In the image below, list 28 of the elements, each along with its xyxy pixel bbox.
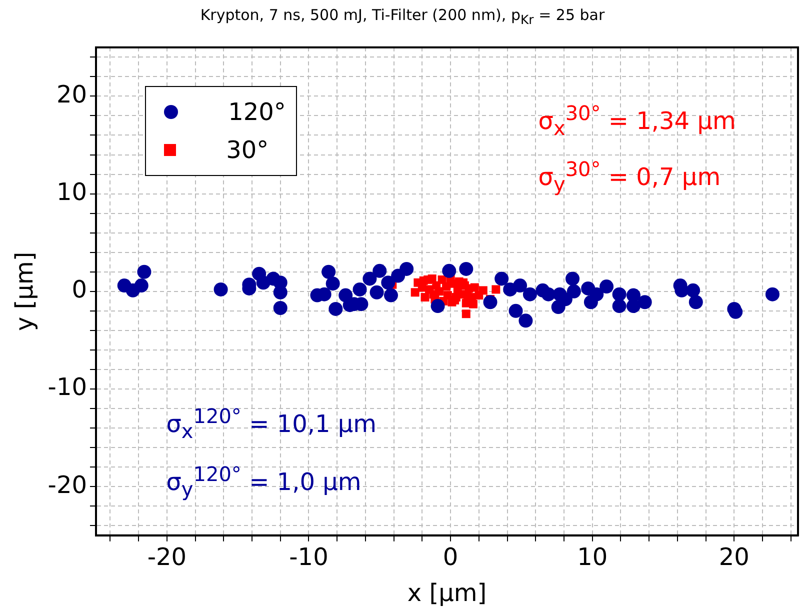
legend-label: 120° <box>228 98 286 126</box>
x-tick-label: -10 <box>289 543 328 572</box>
x-tick-label: 10 <box>577 543 608 572</box>
legend-label: 30° <box>226 136 269 164</box>
point <box>492 285 500 294</box>
point <box>410 288 420 297</box>
annotation: σ$_{x}$$^{120°}$ = 10,1 µm <box>166 404 377 442</box>
point <box>428 274 436 283</box>
x-tick-label: 20 <box>718 543 750 572</box>
y-tick-label: -20 <box>48 470 87 499</box>
point <box>478 286 488 295</box>
y-tick-label: 0 <box>72 276 87 304</box>
x-tick-label: 0 <box>442 543 458 572</box>
x-axis-title: x [µm] <box>407 578 487 607</box>
chart-title: Krypton, 7 ns, 500 mJ, Ti-Filter (200 nm), p$_{Kr}$ = 25 bar <box>199 6 606 27</box>
point <box>470 283 479 292</box>
point <box>420 293 430 302</box>
point <box>419 276 428 285</box>
y-tick-label: -10 <box>48 373 87 402</box>
y-tick-label: 20 <box>56 80 87 108</box>
annotation: σ$_{y}$$^{30°}$ = 0,7 µm <box>538 157 721 196</box>
y-tick-label: 10 <box>56 178 87 206</box>
point <box>462 310 470 318</box>
annotation: σ$_{x}$$^{30°}$ = 1,34 µm <box>538 101 736 140</box>
point <box>468 300 478 308</box>
y-axis-title: y [µm] <box>10 252 39 332</box>
annotation: σ$_{y}$$^{120°}$ = 1,0 µm <box>166 462 362 501</box>
x-tick-label: -20 <box>147 543 187 572</box>
